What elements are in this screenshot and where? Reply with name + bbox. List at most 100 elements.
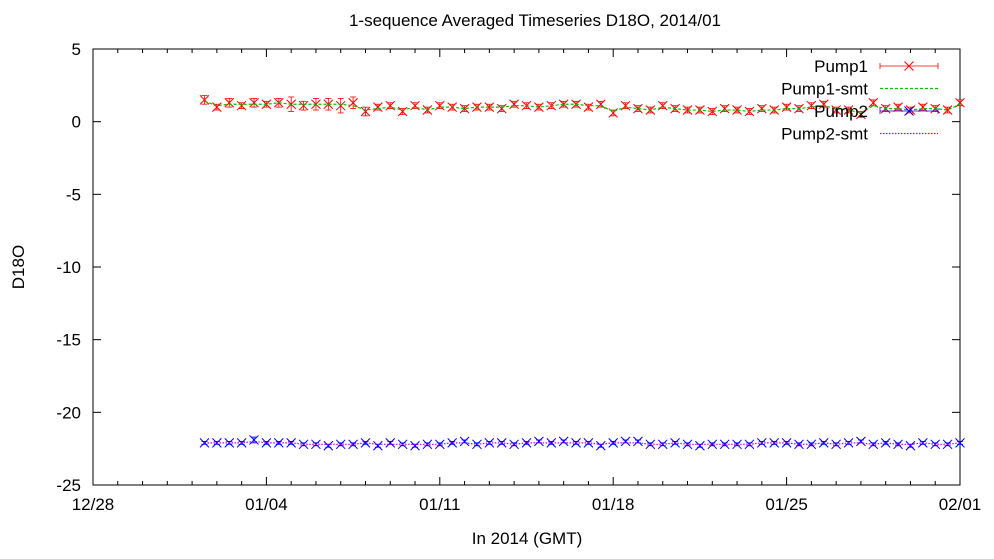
- data-point: [620, 436, 631, 447]
- data-point: [410, 440, 420, 451]
- marker-stroke: [410, 440, 420, 451]
- data-point: [534, 102, 544, 112]
- marker-stroke: [905, 440, 916, 451]
- marker-stroke: [707, 439, 718, 450]
- data-point: [335, 100, 346, 111]
- data-point: [756, 103, 767, 114]
- data-point: [633, 436, 643, 447]
- data-point: [273, 437, 284, 448]
- data-point: [732, 439, 742, 450]
- marker-stroke: [534, 102, 544, 112]
- legend-item: Pump1-smt: [781, 80, 938, 99]
- data-point: [410, 100, 420, 111]
- y-tick-label: -15: [56, 331, 81, 350]
- marker-stroke: [620, 436, 631, 447]
- marker-stroke: [583, 102, 594, 112]
- data-point: [484, 102, 495, 112]
- marker-stroke: [360, 106, 371, 117]
- y-tick-label: -20: [56, 403, 81, 422]
- marker-stroke: [917, 102, 928, 112]
- marker-stroke: [856, 436, 866, 447]
- data-point: [521, 437, 532, 448]
- data-point: [249, 435, 259, 445]
- data-point: [595, 99, 606, 110]
- marker-stroke: [335, 100, 346, 111]
- marker-stroke: [434, 439, 445, 450]
- data-point: [348, 439, 358, 450]
- data-point: [360, 106, 371, 117]
- y-tick-label: 5: [72, 40, 81, 59]
- data-point: [236, 100, 247, 111]
- marker-stroke: [323, 99, 334, 110]
- data-point: [286, 437, 297, 448]
- data-point: [707, 439, 718, 450]
- marker-stroke: [818, 99, 829, 110]
- marker-stroke: [224, 97, 235, 108]
- marker-stroke: [249, 435, 259, 445]
- series-layer: [199, 95, 965, 451]
- data-point: [385, 437, 396, 448]
- legend-item: Pump1: [814, 57, 939, 76]
- marker-stroke: [323, 440, 334, 451]
- data-point: [695, 440, 705, 451]
- marker-stroke: [732, 105, 742, 115]
- data-point: [880, 437, 891, 448]
- marker-stroke: [212, 102, 222, 112]
- data-point: [794, 439, 804, 450]
- legend-item: Pump2: [814, 102, 939, 121]
- marker-stroke: [732, 439, 742, 450]
- marker-stroke: [831, 105, 841, 115]
- y-tick-label: -10: [56, 258, 81, 277]
- series-pump1-smt: [204, 100, 961, 114]
- x-tick-label: 02/01: [939, 495, 982, 514]
- marker-stroke: [534, 436, 544, 447]
- marker-stroke: [558, 99, 569, 110]
- data-point: [558, 436, 569, 447]
- marker-stroke: [286, 437, 297, 448]
- data-point: [199, 95, 210, 105]
- legend-item: Pump2-smt: [781, 125, 938, 144]
- marker-stroke: [633, 436, 643, 447]
- marker-stroke: [546, 437, 557, 448]
- marker-stroke: [818, 437, 829, 448]
- data-point: [583, 102, 594, 112]
- marker-stroke: [373, 102, 383, 112]
- marker-stroke: [558, 436, 569, 447]
- data-point: [397, 106, 408, 117]
- data-point: [633, 103, 643, 114]
- marker-stroke: [942, 105, 953, 115]
- data-point: [595, 440, 606, 451]
- data-point: [546, 437, 557, 448]
- data-point: [942, 105, 953, 115]
- data-point: [323, 99, 334, 110]
- data-point: [373, 440, 383, 451]
- marker-stroke: [434, 100, 445, 111]
- marker-stroke: [459, 103, 470, 114]
- marker-stroke: [868, 97, 879, 108]
- marker-stroke: [955, 437, 965, 448]
- data-point: [509, 99, 519, 110]
- marker-stroke: [645, 439, 656, 450]
- legend-label: Pump1: [814, 57, 868, 76]
- series-line: [204, 100, 961, 114]
- marker-stroke: [397, 106, 408, 117]
- data-point: [917, 102, 928, 112]
- marker-stroke: [880, 437, 891, 448]
- marker-stroke: [719, 103, 730, 114]
- marker-stroke: [447, 437, 458, 448]
- data-point: [645, 439, 656, 450]
- legend-label: Pump2-smt: [781, 125, 868, 144]
- series-pump2-smt: [204, 440, 961, 445]
- x-tick-label: 01/04: [245, 495, 288, 514]
- data-point: [459, 436, 470, 447]
- marker-stroke: [348, 439, 358, 450]
- data-point: [806, 100, 817, 111]
- y-tick-label: 0: [72, 113, 81, 132]
- data-point: [360, 437, 371, 448]
- marker-stroke: [459, 436, 470, 447]
- marker-stroke: [509, 99, 519, 110]
- marker-stroke: [410, 100, 420, 111]
- series-pump1: [199, 95, 965, 120]
- data-point: [447, 437, 458, 448]
